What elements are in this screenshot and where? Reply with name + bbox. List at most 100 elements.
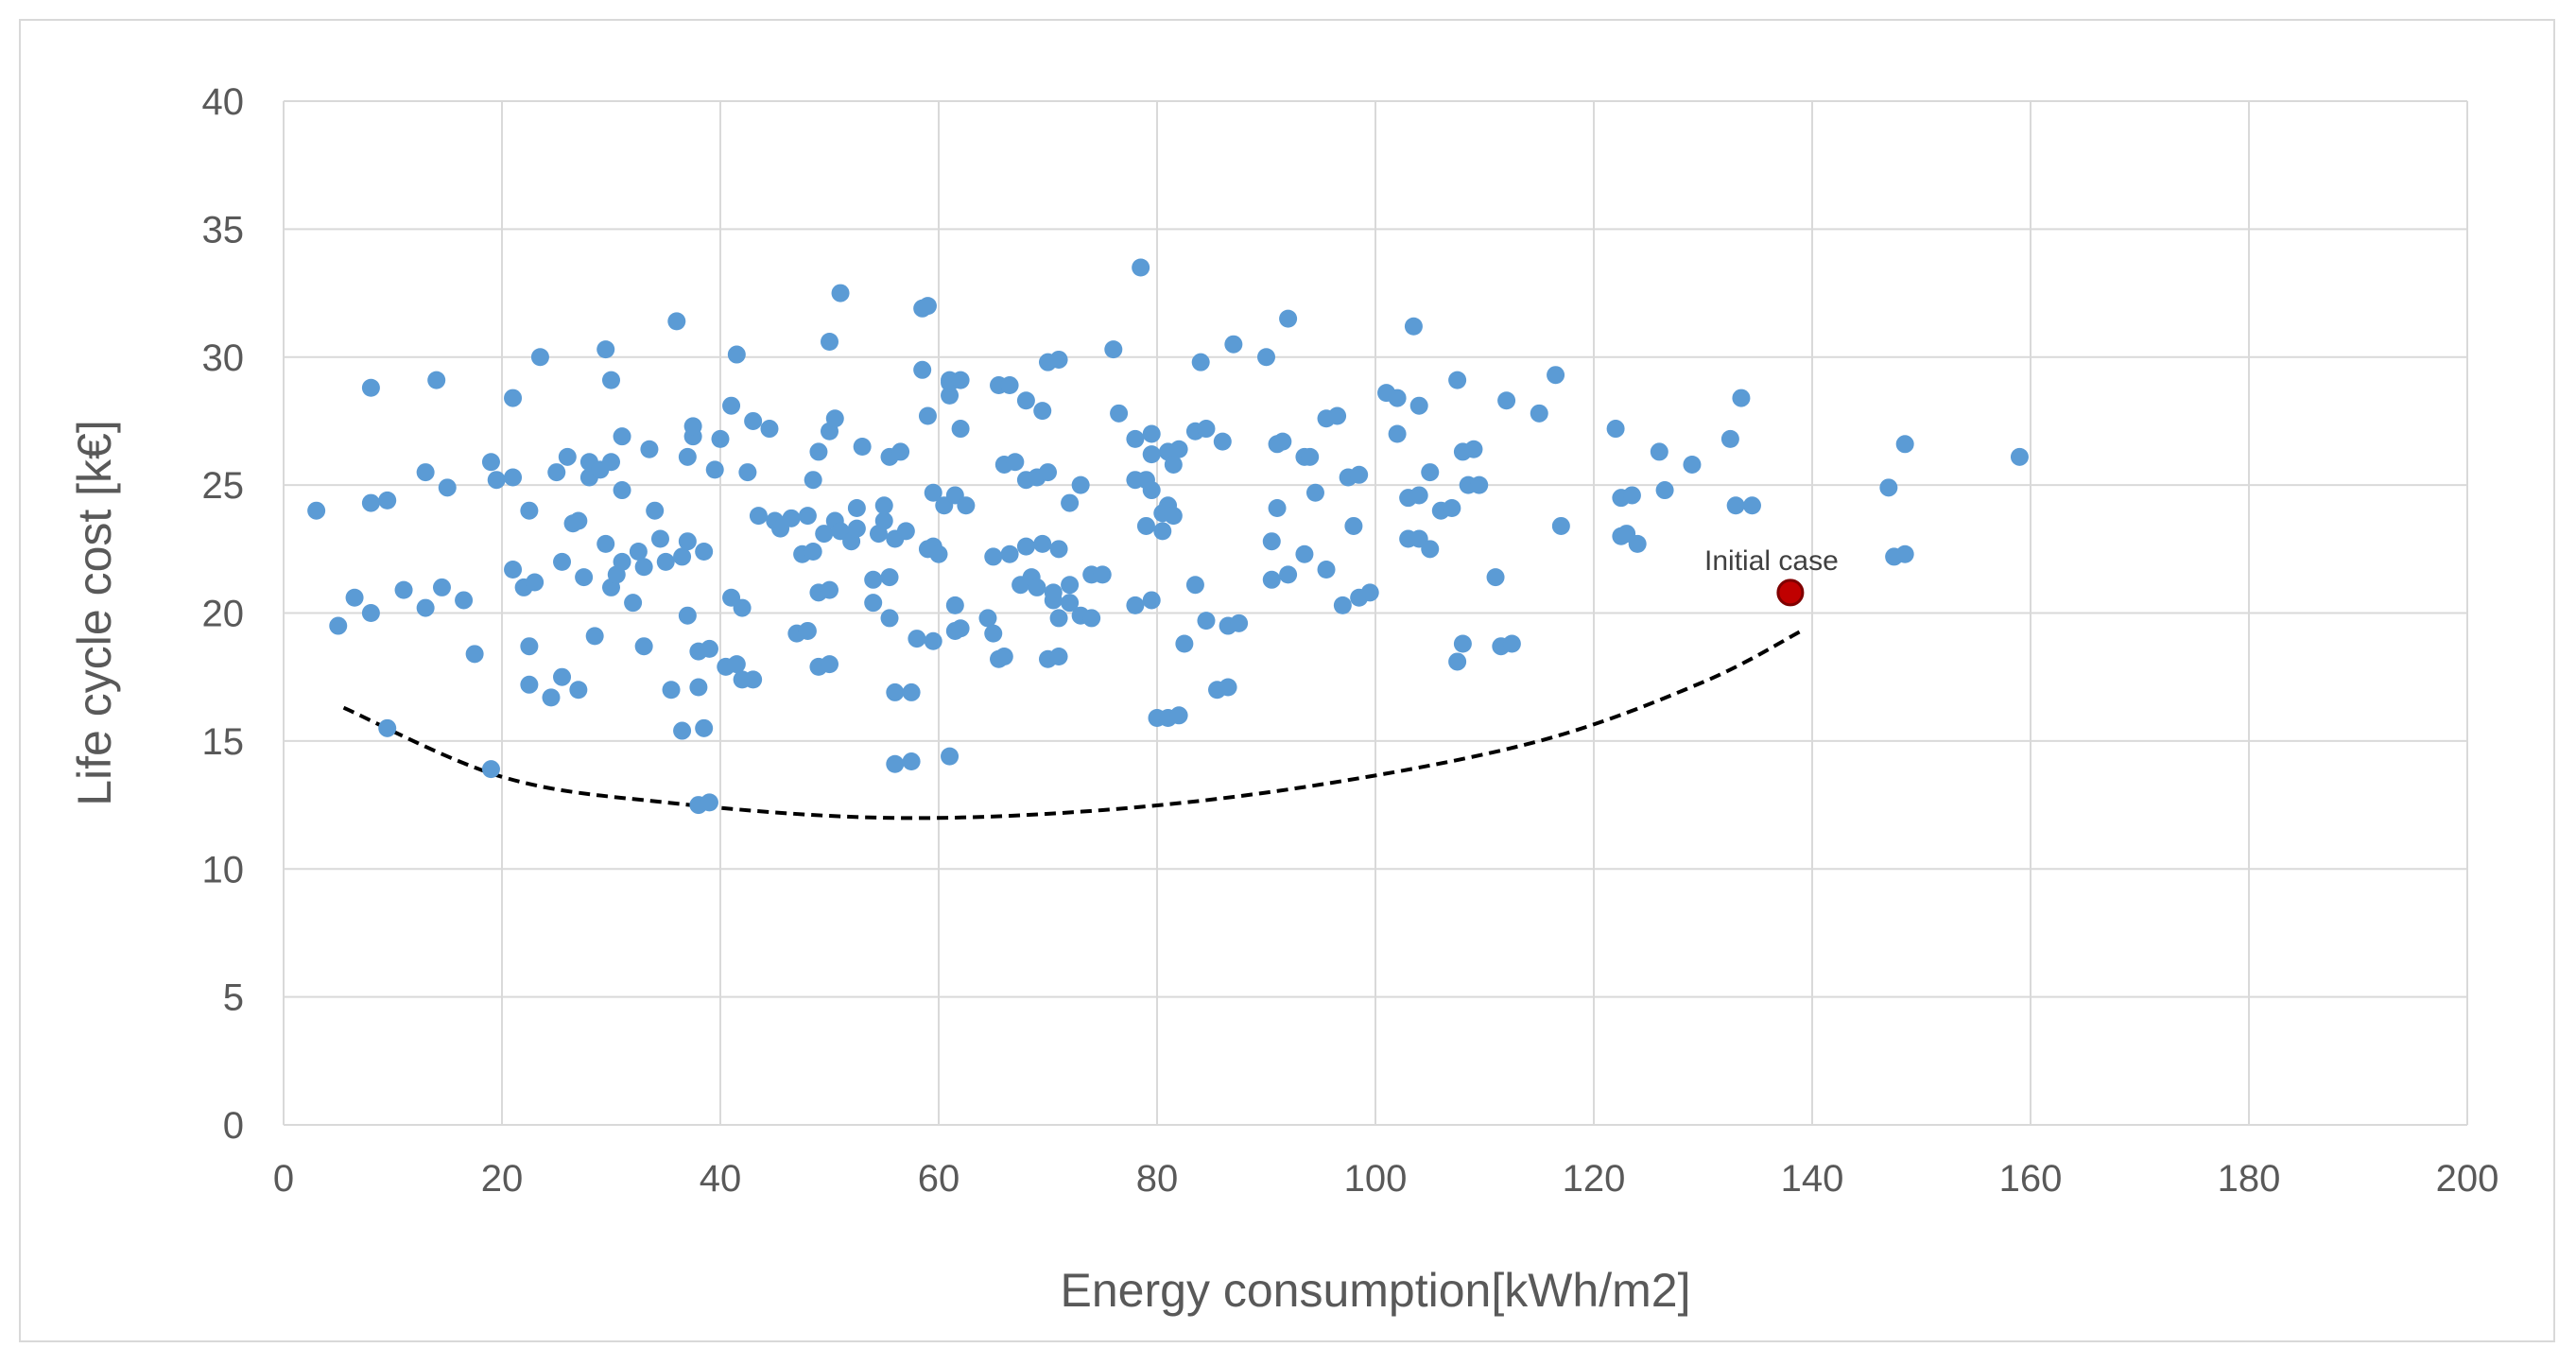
data-point (530, 348, 549, 367)
data-point (1895, 544, 1914, 563)
pareto-frontier-line (342, 629, 1803, 821)
data-point (1470, 475, 1489, 494)
data-point (1164, 455, 1183, 474)
data-point (891, 442, 910, 461)
data-point (957, 496, 976, 515)
data-point (438, 478, 457, 497)
data-point (1279, 565, 1298, 584)
data-point (1273, 432, 1292, 451)
data-point (569, 511, 588, 530)
data-point (908, 630, 926, 648)
data-point (1388, 424, 1407, 443)
data-point (815, 525, 834, 544)
data-point (886, 682, 905, 701)
data-point (864, 570, 883, 589)
data-point (596, 534, 615, 553)
data-point (520, 637, 539, 656)
y-tick-label: 35 (202, 209, 245, 251)
data-point (1164, 507, 1183, 526)
y-tick-label: 25 (202, 465, 245, 507)
data-point (821, 333, 838, 352)
data-point (361, 604, 380, 622)
data-point (945, 596, 964, 614)
data-point (853, 438, 872, 457)
data-point (329, 616, 348, 635)
data-point (1448, 371, 1467, 389)
data-point (504, 389, 523, 407)
data-point (918, 297, 937, 316)
data-point (700, 639, 718, 658)
data-point (809, 442, 828, 461)
data-point (455, 591, 474, 610)
data-point (602, 371, 620, 389)
data-point (1388, 389, 1407, 407)
gridlines (283, 100, 2468, 1126)
data-point (487, 471, 506, 490)
data-point (427, 371, 446, 389)
data-point (804, 471, 822, 490)
data-point (1732, 389, 1751, 407)
data-point (1169, 440, 1188, 458)
data-point (1061, 493, 1080, 512)
data-point (874, 511, 893, 530)
data-point (1104, 340, 1123, 359)
data-point (1622, 486, 1641, 505)
data-point (1551, 516, 1570, 535)
data-point (744, 411, 763, 430)
data-point (602, 453, 620, 472)
data-point (1142, 481, 1161, 500)
data-point (1464, 440, 1483, 458)
x-tick-label: 40 (700, 1158, 742, 1200)
data-point (1175, 634, 1194, 653)
x-tick-label: 60 (918, 1158, 960, 1200)
data-point (629, 543, 648, 562)
data-point (695, 718, 714, 737)
data-point (1110, 404, 1129, 423)
data-point (1197, 420, 1216, 439)
data-point (1061, 594, 1080, 613)
data-point (951, 420, 970, 439)
data-point (831, 284, 850, 302)
data-point (695, 543, 714, 562)
data-point (1049, 540, 1068, 559)
data-point (416, 463, 435, 482)
data-point (1279, 309, 1298, 328)
data-point (1061, 576, 1080, 595)
x-tick-label: 140 (1781, 1158, 1844, 1200)
data-point (1502, 634, 1521, 653)
data-point (569, 681, 588, 700)
data-point (667, 312, 686, 331)
data-point (744, 670, 763, 689)
data-point (361, 493, 380, 512)
data-point (634, 637, 653, 656)
x-tick-label: 120 (1563, 1158, 1626, 1200)
data-point (1742, 496, 1761, 515)
frontier-curve (342, 629, 1803, 821)
data-point (896, 522, 915, 541)
data-point (1350, 465, 1369, 484)
data-point (821, 580, 838, 599)
data-point (711, 429, 730, 448)
data-point (634, 558, 653, 577)
data-point (1213, 432, 1232, 451)
data-point (465, 645, 484, 664)
data-point (1000, 544, 1019, 563)
data-point (1628, 534, 1647, 553)
data-point (416, 598, 435, 617)
x-tick-label: 20 (481, 1158, 524, 1200)
data-point (1262, 532, 1281, 551)
data-point (1879, 478, 1898, 497)
data-point (553, 667, 572, 686)
data-point (1219, 678, 1237, 697)
data-point (1169, 706, 1188, 725)
x-tick-label: 160 (1999, 1158, 2063, 1200)
data-point (1185, 576, 1204, 595)
data-point (1142, 424, 1161, 443)
data-point (984, 624, 1003, 643)
data-point (847, 519, 866, 538)
data-point (553, 552, 572, 571)
data-point (913, 360, 932, 379)
data-point (951, 371, 970, 389)
scatter-chart: Initial case 0 20 40 60 80 100 120 140 160 180 200… (68, 81, 2498, 1317)
x-tick-label: 180 (2218, 1158, 2281, 1200)
